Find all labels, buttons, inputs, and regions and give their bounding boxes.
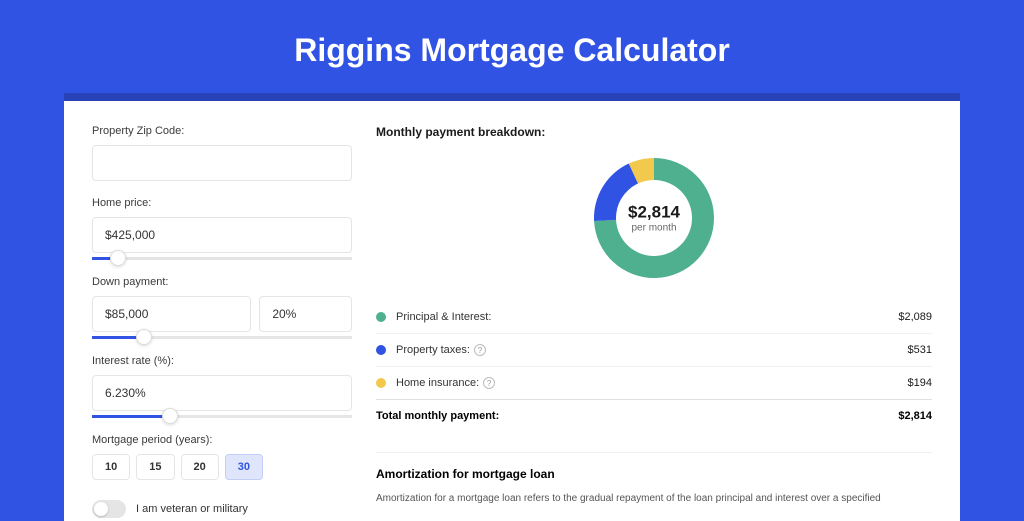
donut-value: $2,814: [628, 203, 680, 223]
legend-label: Home insurance: ?: [396, 377, 908, 389]
slider-thumb[interactable]: [136, 329, 152, 345]
legend-value: $194: [908, 377, 932, 389]
amortization-text: Amortization for a mortgage loan refers …: [376, 491, 932, 506]
legend-dot: [376, 345, 386, 355]
home-price-slider[interactable]: [92, 257, 352, 260]
veteran-label: I am veteran or military: [136, 503, 248, 515]
period-button-30[interactable]: 30: [225, 454, 263, 480]
zip-label: Property Zip Code:: [92, 125, 352, 137]
interest-rate-input[interactable]: [92, 375, 352, 411]
veteran-toggle[interactable]: [92, 500, 126, 518]
legend-row: Principal & Interest:$2,089: [376, 301, 932, 334]
total-label: Total monthly payment:: [376, 410, 898, 422]
interest-rate-label: Interest rate (%):: [92, 355, 352, 367]
info-icon[interactable]: ?: [474, 344, 486, 356]
down-payment-pct-input[interactable]: [259, 296, 352, 332]
legend-row: Home insurance: ?$194: [376, 367, 932, 400]
down-payment-input[interactable]: [92, 296, 251, 332]
zip-input[interactable]: [92, 145, 352, 181]
slider-thumb[interactable]: [162, 408, 178, 424]
legend-label: Principal & Interest:: [396, 311, 898, 323]
period-label: Mortgage period (years):: [92, 434, 352, 446]
info-icon[interactable]: ?: [483, 377, 495, 389]
legend-dot: [376, 378, 386, 388]
inputs-column: Property Zip Code: Home price: Down paym…: [92, 125, 352, 497]
calculator-card: Property Zip Code: Home price: Down paym…: [64, 101, 960, 521]
total-value: $2,814: [898, 410, 932, 422]
breakdown-column: Monthly payment breakdown: $2,814 per mo…: [376, 125, 932, 497]
period-button-15[interactable]: 15: [136, 454, 174, 480]
legend-list: Principal & Interest:$2,089Property taxe…: [376, 301, 932, 400]
period-button-10[interactable]: 10: [92, 454, 130, 480]
down-payment-label: Down payment:: [92, 276, 352, 288]
slider-thumb[interactable]: [110, 250, 126, 266]
legend-dot: [376, 312, 386, 322]
down-payment-slider[interactable]: [92, 336, 352, 339]
breakdown-title: Monthly payment breakdown:: [376, 125, 932, 139]
home-price-input[interactable]: [92, 217, 352, 253]
page-title: Riggins Mortgage Calculator: [0, 0, 1024, 93]
accent-bar: [64, 93, 960, 101]
donut-chart: $2,814 per month: [376, 153, 932, 283]
toggle-knob: [94, 502, 108, 516]
legend-label: Property taxes: ?: [396, 344, 908, 356]
donut-sub: per month: [628, 223, 680, 234]
period-buttons: 1015 2030: [92, 454, 352, 480]
period-button-20[interactable]: 20: [181, 454, 219, 480]
legend-value: $2,089: [898, 311, 932, 323]
home-price-label: Home price:: [92, 197, 352, 209]
legend-row: Property taxes: ?$531: [376, 334, 932, 367]
legend-value: $531: [908, 344, 932, 356]
amortization-title: Amortization for mortgage loan: [376, 467, 932, 481]
total-row: Total monthly payment: $2,814: [376, 399, 932, 432]
interest-rate-slider[interactable]: [92, 415, 352, 418]
amortization-section: Amortization for mortgage loan Amortizat…: [376, 452, 932, 506]
